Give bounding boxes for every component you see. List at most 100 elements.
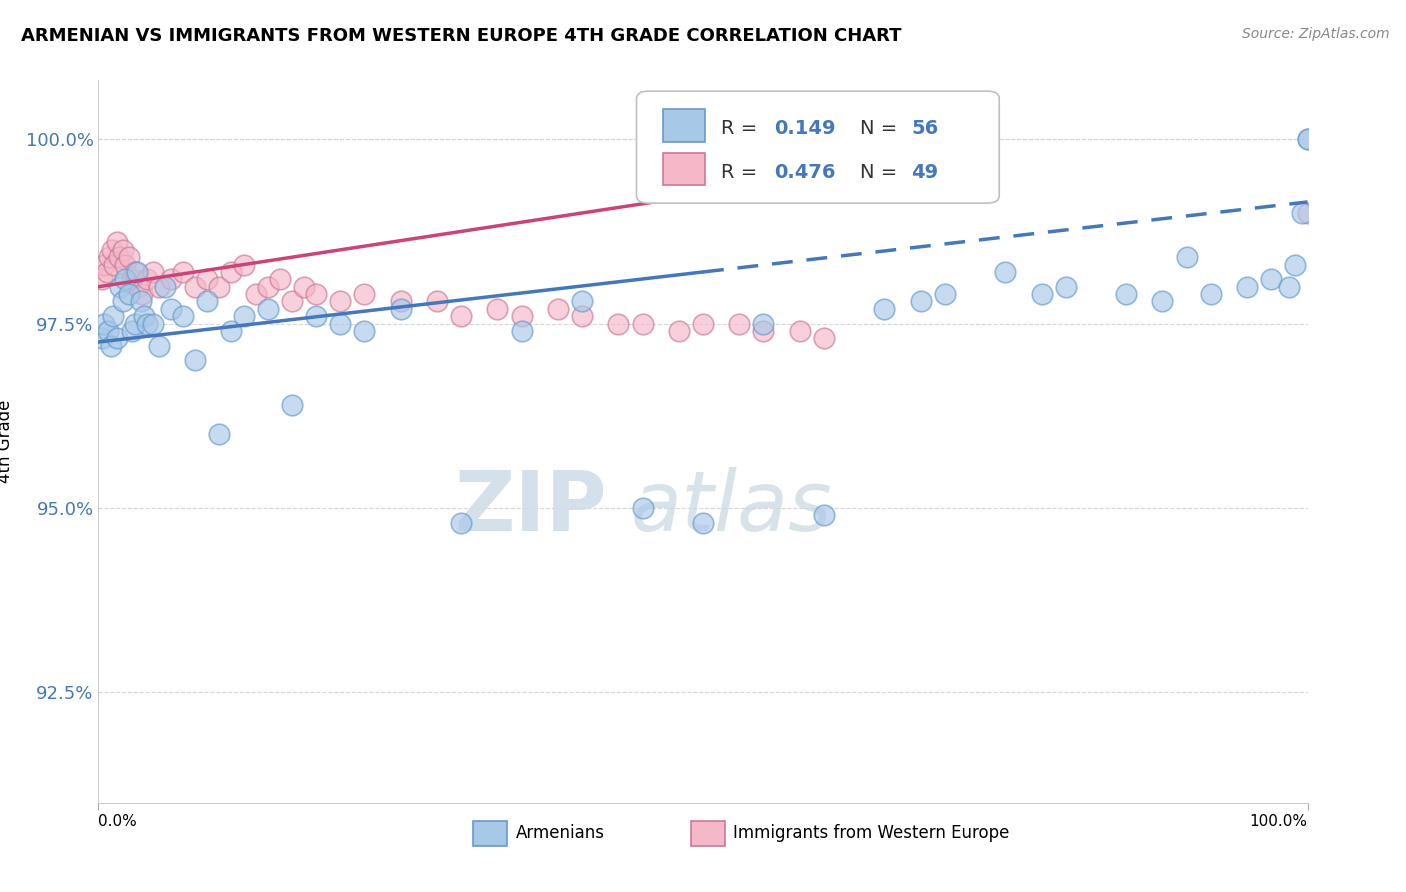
Point (510, 324, 533, 338)
Point (1115, 287, 1137, 301)
Point (127, 279, 149, 293)
Point (195, 294, 218, 309)
Point (389, 294, 412, 309)
Point (114, 272, 136, 286)
Point (426, 294, 449, 309)
Point (184, 279, 207, 293)
Point (195, 272, 218, 286)
Point (353, 287, 375, 301)
Point (221, 265, 243, 279)
Point (103, 258, 125, 272)
Point (98, 250, 121, 264)
Point (108, 279, 131, 293)
Point (256, 301, 278, 316)
Point (1291, 206, 1313, 220)
Point (631, 317, 654, 331)
Point (1278, 279, 1301, 293)
Point (571, 294, 593, 309)
Point (752, 317, 775, 331)
Point (813, 508, 835, 523)
Point (789, 324, 811, 338)
Point (232, 309, 254, 323)
Point (281, 294, 304, 309)
Point (353, 324, 375, 338)
Bar (664, 109, 706, 142)
Point (1054, 279, 1077, 293)
Point (172, 309, 194, 323)
Point (153, 279, 176, 293)
Point (184, 353, 207, 368)
Point (1296, 132, 1319, 146)
Text: 49: 49 (911, 162, 938, 182)
Point (208, 427, 231, 442)
Point (305, 287, 328, 301)
Point (256, 279, 278, 293)
Bar (690, 821, 724, 847)
Point (571, 309, 593, 323)
Point (1199, 287, 1222, 301)
Point (142, 317, 165, 331)
Point (221, 324, 243, 338)
Point (329, 317, 352, 331)
Text: Source: ZipAtlas.com: Source: ZipAtlas.com (1241, 27, 1389, 41)
Point (329, 294, 352, 309)
Point (108, 250, 131, 264)
Text: R =: R = (721, 120, 763, 138)
Point (607, 317, 630, 331)
Point (1260, 272, 1282, 286)
Point (97, 324, 120, 338)
Text: ZIP: ZIP (454, 467, 606, 549)
Point (127, 265, 149, 279)
Point (96, 265, 118, 279)
Point (668, 324, 690, 338)
Point (160, 301, 183, 316)
Y-axis label: 4th Grade: 4th Grade (0, 400, 14, 483)
Point (101, 309, 124, 323)
Point (135, 317, 157, 331)
Bar (664, 153, 706, 185)
Point (160, 272, 183, 286)
Point (100, 339, 122, 353)
Point (172, 265, 194, 279)
Point (118, 250, 141, 264)
Point (124, 317, 146, 331)
Text: 100.0%: 100.0% (1250, 814, 1308, 829)
Point (129, 294, 152, 309)
Point (124, 265, 146, 279)
Point (208, 279, 231, 293)
Text: N =: N = (860, 162, 904, 182)
Point (547, 301, 569, 316)
Point (142, 265, 165, 279)
Point (1236, 279, 1258, 293)
Point (389, 301, 412, 316)
Point (148, 279, 170, 293)
Point (486, 301, 509, 316)
Point (450, 516, 472, 530)
Point (105, 331, 128, 345)
Point (1031, 287, 1053, 301)
Point (692, 317, 714, 331)
Text: 0.149: 0.149 (775, 120, 835, 138)
Point (131, 287, 153, 301)
FancyBboxPatch shape (637, 91, 1000, 203)
Point (91, 272, 114, 286)
Point (148, 339, 170, 353)
Text: N =: N = (860, 120, 904, 138)
Text: 0.476: 0.476 (775, 162, 835, 182)
Point (692, 516, 714, 530)
Point (1175, 250, 1198, 264)
Point (245, 287, 267, 301)
Point (121, 272, 143, 286)
Point (994, 265, 1017, 279)
Point (232, 258, 254, 272)
Point (873, 301, 896, 316)
Point (728, 317, 751, 331)
Point (450, 309, 472, 323)
Text: Armenians: Armenians (516, 824, 605, 842)
Text: 0.0%: 0.0% (98, 814, 138, 829)
Point (292, 279, 315, 293)
Point (910, 294, 932, 309)
Point (118, 287, 141, 301)
Text: Immigrants from Western Europe: Immigrants from Western Europe (734, 824, 1010, 842)
Point (91, 331, 114, 345)
